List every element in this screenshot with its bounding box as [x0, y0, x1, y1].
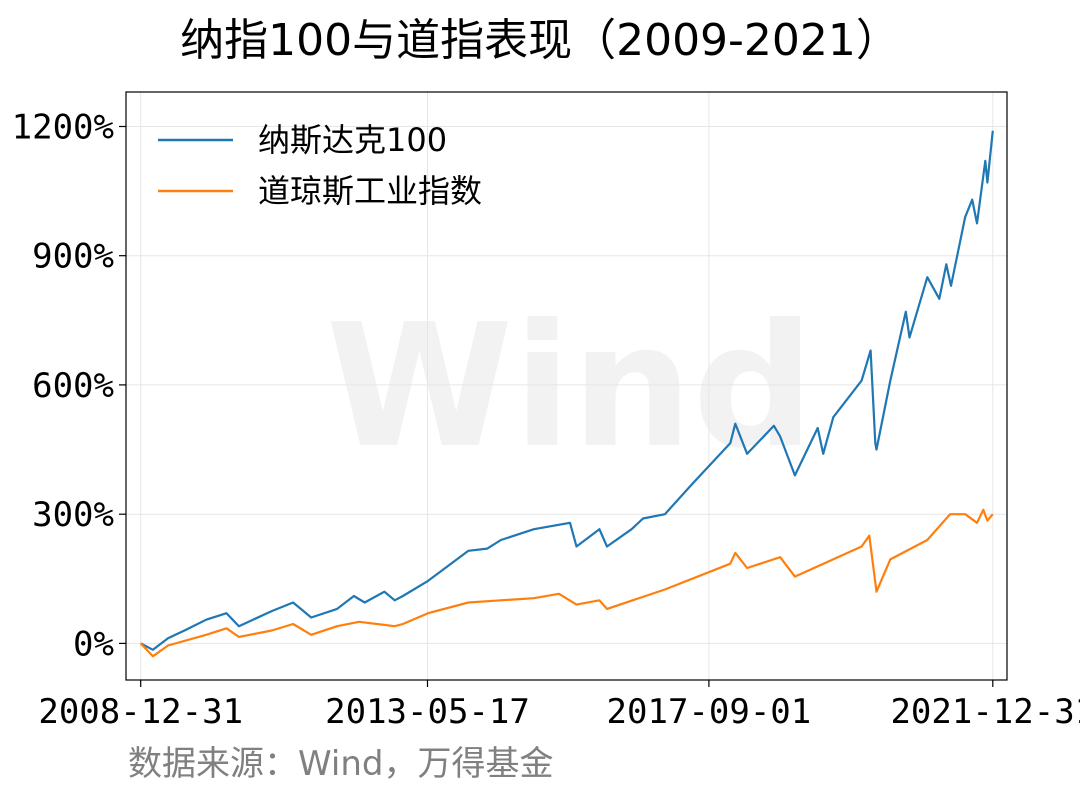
y-tick-label: 900%: [32, 237, 114, 277]
plot-frame: [125, 91, 1008, 681]
legend-label: 道琼斯工业指数: [258, 172, 482, 210]
x-tick-label: 2013-05-17: [325, 692, 530, 732]
chart-title: 纳指100与道指表现（2009-2021）: [180, 15, 900, 66]
source-note: 数据来源：Wind，万得基金: [128, 744, 553, 784]
legend-label: 纳斯达克100: [258, 121, 447, 159]
series-lines: [139, 130, 994, 658]
legend: 纳斯达克100 道琼斯工业指数: [158, 121, 482, 210]
series-line-nasdaq100: [140, 130, 994, 651]
watermark: Wind: [326, 288, 815, 486]
x-axis: 2008-12-31 2013-05-17 2017-09-01 2021-12-31: [38, 680, 1080, 732]
x-tick-label: 2021-12-31: [890, 692, 1080, 732]
y-axis: 0% 300% 600% 900% 1200%: [12, 108, 126, 664]
y-tick-label: 1200%: [12, 108, 114, 148]
x-tick-label: 2017-09-01: [607, 692, 812, 732]
series-line-dow-jones: [139, 508, 994, 658]
grid: [126, 92, 1007, 680]
y-tick-label: 0%: [73, 624, 114, 664]
y-tick-label: 600%: [32, 366, 114, 406]
x-tick-label: 2008-12-31: [38, 692, 243, 732]
y-tick-label: 300%: [32, 495, 114, 535]
